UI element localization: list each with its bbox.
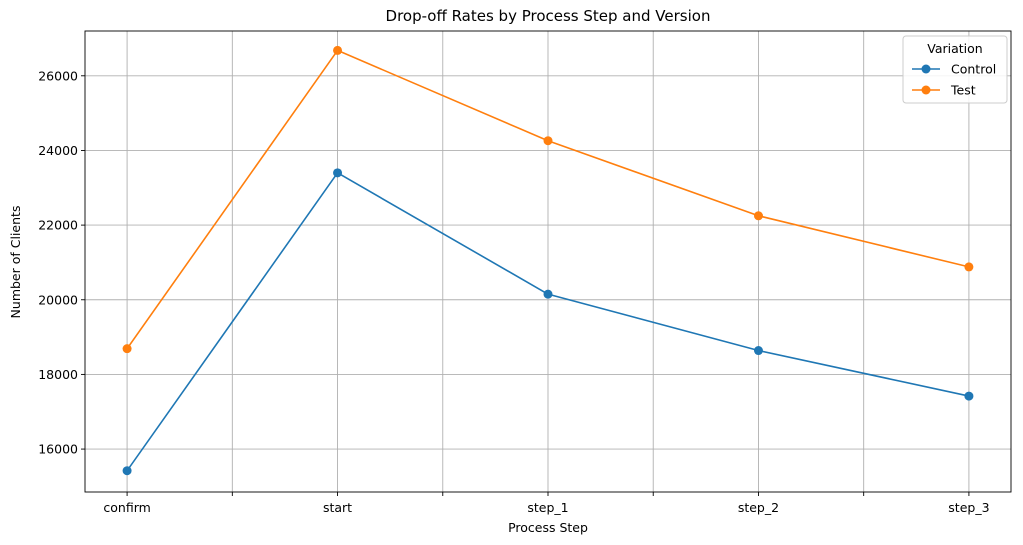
data-point-control (122, 466, 132, 476)
y-tick-label: 16000 (38, 442, 78, 457)
data-point-test (122, 344, 132, 354)
y-axis-label: Number of Clients (8, 206, 23, 319)
data-point-control (753, 346, 763, 356)
legend-marker-control (921, 64, 931, 74)
x-tick-label: step_2 (738, 500, 779, 515)
x-tick-labels: confirm start step_1 step_2 step_3 (103, 500, 989, 515)
data-point-test (333, 45, 343, 55)
legend-box (902, 35, 1008, 104)
data-point-control (964, 391, 974, 401)
data-point-test (543, 136, 553, 146)
chart-title: Drop-off Rates by Process Step and Versi… (386, 7, 711, 25)
legend-title: Variation (927, 41, 982, 56)
y-tick-label: 18000 (38, 367, 78, 382)
legend-marker-test (921, 85, 931, 95)
y-tick-label: 22000 (38, 218, 78, 233)
y-tick-label: 26000 (38, 68, 78, 83)
data-point-control (543, 289, 553, 299)
y-tick-labels: 16000 18000 20000 22000 24000 26000 (38, 68, 78, 456)
data-point-control (333, 168, 343, 178)
y-tick-label: 24000 (38, 143, 78, 158)
legend: Variation Control Test (902, 35, 1008, 104)
axis-ticks (81, 75, 970, 496)
x-tick-label: step_1 (527, 500, 568, 515)
grid-lines (85, 31, 1011, 492)
x-tick-label: step_3 (948, 500, 989, 515)
data-point-test (753, 211, 763, 221)
y-tick-label: 20000 (38, 292, 78, 307)
series-markers (122, 45, 974, 476)
data-point-test (964, 262, 974, 272)
x-tick-label: confirm (103, 500, 150, 515)
legend-entries: Control Test (912, 62, 996, 98)
legend-label-control: Control (951, 62, 996, 77)
x-axis-label: Process Step (508, 520, 588, 535)
legend-label-test: Test (950, 83, 976, 98)
x-tick-label: start (323, 500, 352, 515)
plot-frame (84, 30, 1012, 493)
